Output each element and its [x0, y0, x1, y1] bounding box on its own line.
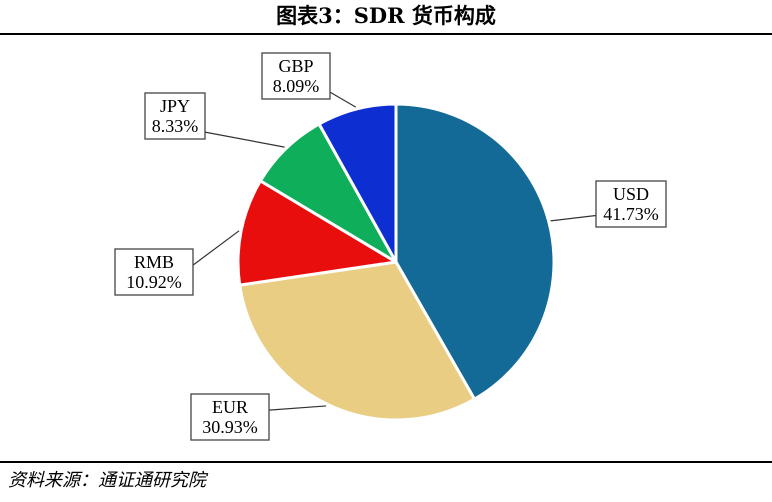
- slice-name-gbp: GBP: [278, 56, 313, 76]
- callout-box-eur: [190, 393, 270, 441]
- slice-value-gbp: 8.09%: [273, 76, 320, 96]
- callout-box-jpy: [144, 92, 206, 140]
- slice-name-eur: EUR: [212, 397, 248, 417]
- callout-leader-eur: [268, 405, 327, 411]
- callout-leader-jpy: [204, 131, 285, 148]
- pie-slice-eur: [238, 260, 476, 422]
- pie-slices: [236, 102, 556, 422]
- slice-name-usd: USD: [613, 184, 649, 204]
- slice-value-rmb: 10.92%: [126, 272, 182, 292]
- top-rule: [0, 33, 772, 35]
- slice-value-eur: 30.93%: [202, 417, 258, 437]
- slice-name-jpy: JPY: [160, 96, 190, 116]
- bottom-rule: [0, 461, 772, 463]
- pie-slice-usd: [394, 102, 556, 401]
- callout-box-gbp: [261, 52, 331, 100]
- slice-value-jpy: 8.33%: [152, 116, 199, 136]
- callout-box-rmb: [114, 248, 194, 296]
- slice-value-usd: 41.73%: [603, 204, 659, 224]
- slice-name-rmb: RMB: [134, 252, 174, 272]
- pie-slice-gbp: [317, 102, 398, 264]
- callout-leader-rmb: [192, 230, 240, 266]
- callout-leader-usd: [550, 214, 597, 222]
- source-note: 资料来源：通证通研究院: [8, 470, 206, 491]
- callout-leader-gbp: [329, 91, 357, 108]
- figure-title: 图表3：SDR 货币构成: [276, 3, 496, 28]
- pie-slice-rmb: [236, 179, 398, 287]
- callout-box-usd: [595, 180, 667, 228]
